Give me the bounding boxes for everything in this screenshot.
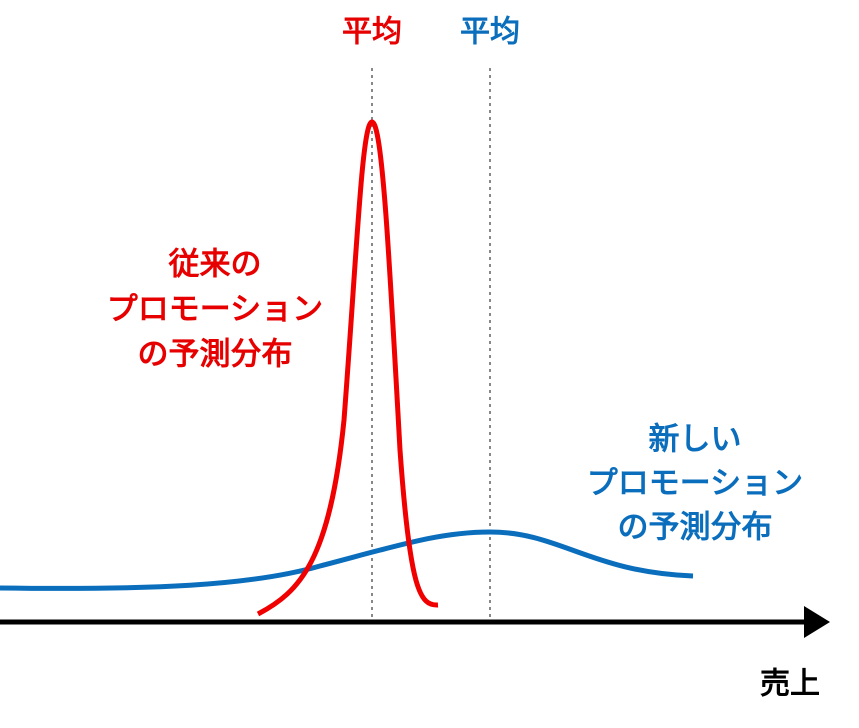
new-distribution-curve bbox=[0, 529, 694, 591]
x-axis-label: 売上 bbox=[760, 667, 820, 702]
distribution-label: 従来の bbox=[168, 247, 262, 283]
distribution-label: の予測分布 bbox=[618, 510, 773, 546]
distribution-label: の予測分布 bbox=[138, 337, 293, 373]
mean-label: 平均 bbox=[460, 15, 520, 50]
old-distribution-curve bbox=[256, 119, 439, 617]
mean-label: 平均 bbox=[342, 15, 402, 50]
axis-arrow bbox=[804, 606, 830, 638]
distribution-label: プロモーション bbox=[587, 466, 803, 502]
distribution-label: プロモーション bbox=[107, 292, 323, 328]
distribution-label: 新しい bbox=[649, 422, 742, 458]
